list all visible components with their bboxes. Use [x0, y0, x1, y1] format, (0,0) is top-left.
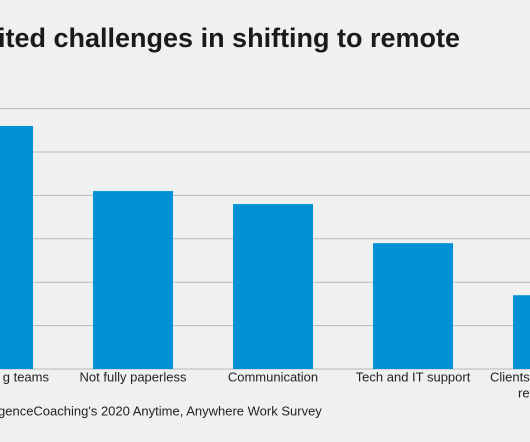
x-tick-label: Tech and IT support	[356, 369, 471, 384]
source-note: genceCoaching's 2020 Anytime, Anywhere W…	[0, 403, 322, 418]
x-tick-label: Communication	[228, 369, 318, 384]
bar	[373, 243, 453, 369]
x-tick-label: Not fully paperless	[80, 369, 187, 384]
chart-title: ited challenges in shifting to remote	[0, 23, 460, 53]
bar	[233, 204, 313, 369]
x-tick-label: Clients	[490, 369, 530, 384]
x-tick-label: g teams	[3, 369, 50, 384]
bar	[93, 191, 173, 369]
bar	[0, 125, 33, 370]
x-tick-label: re	[518, 385, 530, 400]
bar	[513, 295, 530, 369]
